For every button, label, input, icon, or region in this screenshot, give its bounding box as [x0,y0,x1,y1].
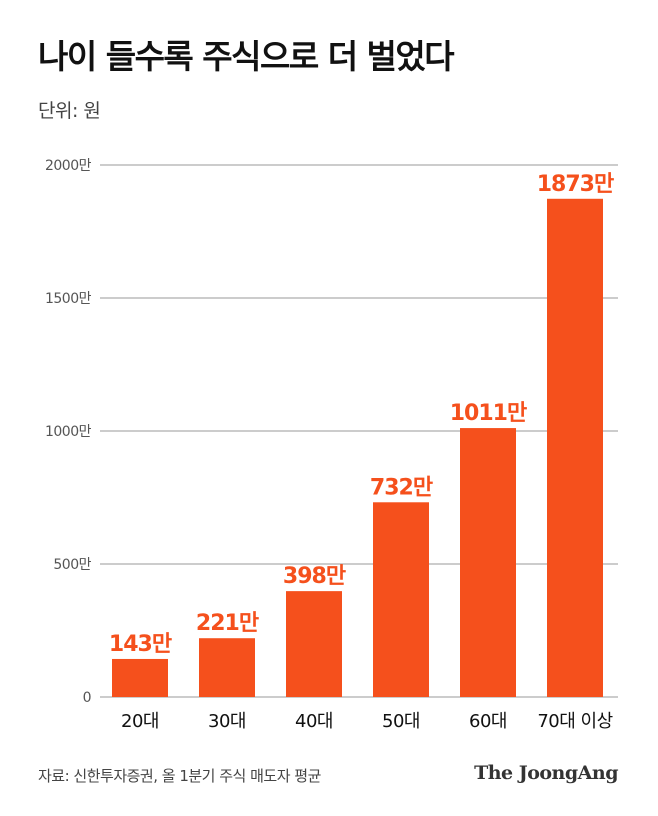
bar-value-label: 1011만 [450,401,527,426]
bar-value-label: 732만 [370,475,433,500]
bar-value-label: 1873만 [537,172,614,197]
y-tick-label: 1500만 [45,291,92,307]
bar-value-label: 221만 [196,611,259,636]
unit-label: 단위: 원 [38,100,101,122]
y-tick-label: 1000만 [45,424,92,440]
chart-title: 나이 들수록 주식으로 더 벌었다 [38,37,455,76]
x-category-label: 30대 [208,711,246,732]
x-category-label: 20대 [121,711,159,732]
bar-value-label: 398만 [283,564,346,589]
y-tick-label: 0 [83,690,91,706]
bar [547,198,603,698]
bar [112,658,168,697]
source-note: 자료: 신한투자증권, 올 1분기 주식 매도자 평균 [38,767,321,785]
bar [460,428,516,697]
x-category-label: 60대 [469,711,507,732]
y-tick-label: 500만 [53,557,91,573]
bar [373,502,429,697]
bar [286,591,342,697]
publisher-logo: The JoongAng [474,762,618,784]
bar-value-label: 143만 [109,632,172,657]
bar [199,638,255,697]
x-category-label: 70대 이상 [537,711,612,732]
x-category-label: 50대 [382,711,420,732]
y-tick-label: 2000만 [45,158,92,174]
x-category-label: 40대 [295,711,333,732]
